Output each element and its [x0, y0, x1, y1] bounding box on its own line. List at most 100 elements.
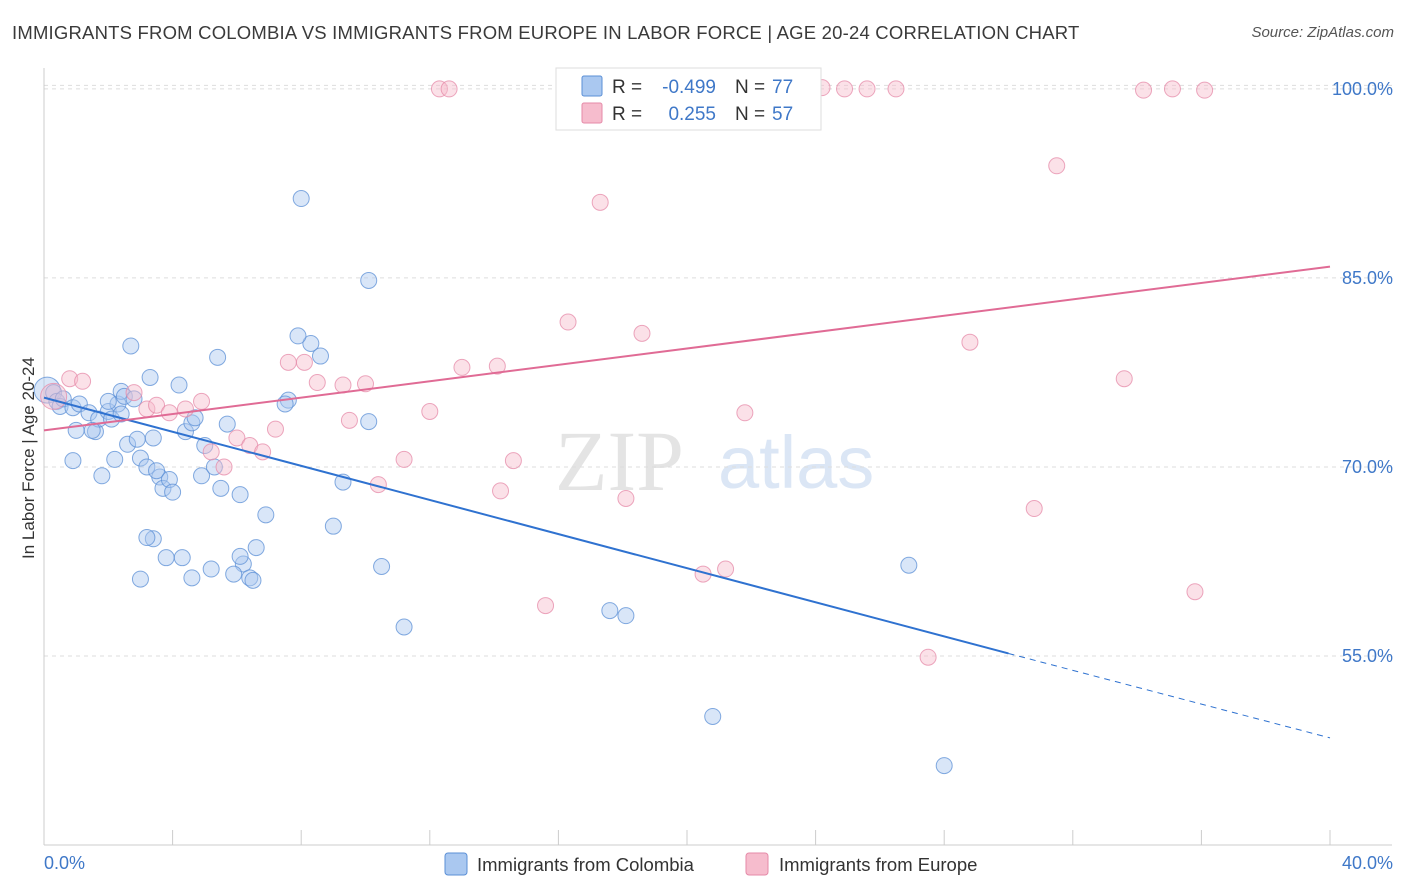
europe-point [440, 80, 458, 98]
europe-point [279, 353, 297, 371]
stats-legend-swatch-colombia [581, 75, 603, 97]
europe-point [617, 489, 635, 507]
colombia-point [131, 449, 149, 467]
colombia-point [244, 571, 262, 589]
europe-point [1048, 157, 1066, 175]
europe-point [1163, 80, 1181, 98]
colombia-point [241, 569, 259, 587]
chart-title: IMMIGRANTS FROM COLOMBIA VS IMMIGRANTS F… [12, 22, 1080, 43]
stats-legend-r-label-colombia: R = [612, 77, 642, 98]
colombia-point [212, 479, 230, 497]
europe-point [858, 80, 876, 98]
y-tick-label-3: 100.0% [1332, 79, 1393, 99]
europe-point [308, 374, 326, 392]
y-tick-label-1: 70.0% [1342, 457, 1393, 477]
europe-point [148, 396, 166, 414]
europe-point [295, 353, 313, 371]
colombia-point [257, 506, 275, 524]
europe-point [430, 80, 448, 98]
stats-legend-n-value-colombia: 77 [772, 77, 793, 98]
series-legend-swatch-europe [745, 852, 769, 876]
colombia-point [324, 517, 342, 535]
colombia-point [144, 530, 162, 548]
europe-point [395, 450, 413, 468]
europe-point [266, 420, 284, 438]
colombia-point [83, 421, 101, 439]
europe-point [1135, 81, 1153, 99]
colombia-point [183, 414, 201, 432]
europe-points [40, 79, 1214, 666]
colombia-point [99, 392, 117, 410]
y-tick-label-2: 85.0% [1342, 268, 1393, 288]
series-legend: Immigrants from Colombia Immigrants from… [444, 852, 977, 876]
colombia-point [157, 549, 175, 567]
stats-legend-n-label-colombia: N = [735, 77, 765, 98]
colombia-point [148, 462, 166, 480]
colombia-point [128, 430, 146, 448]
colombia-point [247, 539, 265, 557]
colombia-point [119, 435, 137, 453]
europe-point [1196, 81, 1214, 99]
colombia-point [193, 467, 211, 485]
colombia-point [160, 471, 178, 489]
europe-point [736, 404, 754, 422]
y-tick-label-0: 55.0% [1342, 646, 1393, 666]
colombia-point [115, 387, 133, 405]
europe-point [193, 392, 211, 410]
colombia-point [292, 190, 310, 208]
colombia-point [218, 415, 236, 433]
axes [43, 68, 1392, 846]
colombia-point [131, 570, 149, 588]
colombia-point [601, 602, 619, 620]
tick-labels: 55.0% 70.0% 85.0% 100.0% 0.0% 40.0% [44, 79, 1393, 873]
colombia-point [289, 327, 307, 345]
colombia-point [373, 558, 391, 576]
europe-point [836, 80, 854, 98]
europe-point [357, 375, 374, 393]
colombia-point [225, 565, 243, 583]
colombia-point [231, 547, 249, 565]
colombia-point [112, 382, 130, 400]
colombia-point [93, 467, 111, 485]
x-tick-label-0: 0.0% [44, 853, 85, 873]
europe-point [202, 443, 220, 461]
colombia-point [138, 458, 156, 476]
colombia-point [164, 483, 182, 501]
source-label: Source: ZipAtlas.com [1251, 24, 1394, 41]
colombia-point [360, 413, 378, 431]
europe-point [421, 403, 439, 421]
europe-point [1115, 370, 1133, 388]
colombia-point [183, 569, 201, 587]
colombia-point [125, 390, 143, 408]
colombia-point [302, 334, 320, 352]
colombia-point [311, 347, 329, 365]
europe-point [504, 452, 522, 470]
series-legend-label-colombia: Immigrants from Colombia [477, 854, 695, 875]
colombia-point [138, 529, 156, 547]
europe-point [559, 313, 577, 331]
stats-legend-r-value-europe: 0.255 [668, 104, 716, 125]
stats-legend-r-label-europe: R = [612, 104, 642, 125]
colombia-point [170, 376, 188, 394]
stats-legend-r-value-colombia: -0.499 [662, 77, 716, 98]
colombia-point [122, 337, 140, 355]
europe-point [228, 429, 246, 447]
europe-point [125, 384, 143, 402]
europe-point [176, 400, 194, 418]
europe-point [61, 370, 79, 388]
europe-point [74, 372, 92, 390]
stats-legend-n-value-europe: 57 [772, 104, 793, 125]
europe-point [633, 324, 651, 342]
colombia-point [231, 486, 249, 504]
colombia-point [209, 348, 227, 366]
series-legend-label-europe: Immigrants from Europe [779, 854, 977, 875]
europe-point [717, 560, 735, 578]
europe-point [488, 357, 506, 375]
colombia-point [360, 271, 378, 289]
watermark-atlas: atlas [718, 421, 874, 504]
colombia-point [704, 707, 722, 725]
europe-point [961, 333, 979, 351]
europe-point [591, 193, 609, 211]
europe-point [1025, 500, 1043, 518]
